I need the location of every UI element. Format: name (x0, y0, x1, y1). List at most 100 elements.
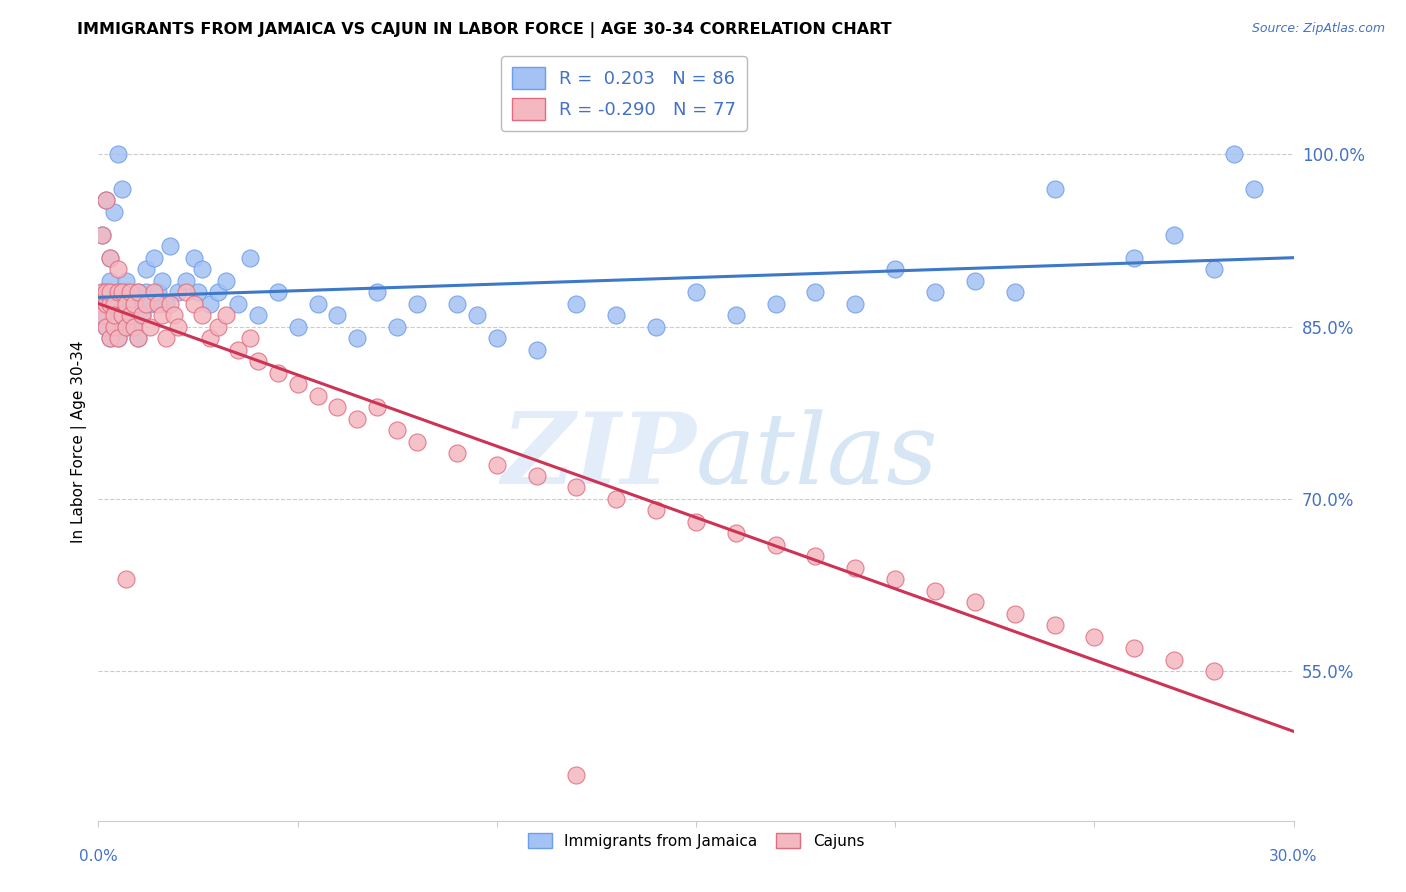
Point (98, 331, 122, 345)
Point (326, 400, 349, 414)
Point (96, 194, 118, 208)
Point (198, 296, 221, 310)
Point (1043, 182, 1066, 196)
Point (167, 285, 190, 300)
Point (804, 285, 827, 300)
Point (124, 296, 146, 310)
Point (111, 308, 134, 322)
Point (91, 308, 114, 322)
Point (98, 251, 122, 265)
Point (131, 308, 153, 322)
Point (91, 296, 114, 310)
Point (103, 308, 125, 322)
Point (120, 308, 142, 322)
Point (724, 308, 747, 322)
Point (103, 308, 125, 322)
Point (565, 296, 588, 310)
Point (1163, 227, 1185, 242)
Point (645, 503, 668, 517)
Point (96, 285, 118, 300)
Point (198, 331, 221, 345)
Point (406, 434, 429, 449)
Point (844, 296, 866, 310)
Point (107, 296, 129, 310)
Point (96, 285, 118, 300)
Point (120, 285, 142, 300)
Point (1202, 262, 1225, 277)
Point (115, 319, 138, 334)
Point (96, 296, 118, 310)
Point (98, 251, 122, 265)
Point (385, 319, 409, 334)
Point (963, 595, 986, 609)
Text: atlas: atlas (696, 409, 939, 504)
Point (1123, 641, 1146, 656)
Point (103, 296, 125, 310)
Point (446, 446, 468, 460)
Point (1004, 285, 1026, 300)
Point (1223, 147, 1246, 161)
Point (98, 296, 122, 310)
Point (131, 308, 153, 322)
Text: 0.0%: 0.0% (79, 849, 118, 864)
Point (226, 296, 249, 310)
Point (135, 285, 157, 300)
Point (174, 274, 197, 288)
Point (163, 308, 186, 322)
Point (124, 319, 146, 334)
Text: Source: ZipAtlas.com: Source: ZipAtlas.com (1251, 22, 1385, 36)
Point (385, 423, 409, 437)
Point (465, 308, 488, 322)
Point (135, 296, 157, 310)
Text: ZIP: ZIP (501, 409, 696, 505)
Point (111, 285, 134, 300)
Point (150, 274, 173, 288)
Point (96, 308, 118, 322)
Point (148, 296, 170, 310)
Point (91, 296, 114, 310)
Point (98, 274, 122, 288)
Point (884, 573, 907, 587)
Legend: Immigrants from Jamaica, Cajuns: Immigrants from Jamaica, Cajuns (522, 827, 870, 855)
Point (103, 296, 125, 310)
Point (1083, 630, 1105, 644)
Point (485, 458, 508, 472)
Point (91, 285, 114, 300)
Point (98, 285, 122, 300)
Point (91, 227, 114, 242)
Point (103, 319, 125, 334)
Point (135, 262, 157, 277)
Point (246, 354, 269, 368)
Point (565, 481, 588, 495)
Point (111, 296, 134, 310)
Point (963, 274, 986, 288)
Point (287, 377, 309, 392)
Point (366, 400, 388, 414)
Point (96, 319, 118, 334)
Point (605, 308, 627, 322)
Point (215, 308, 238, 322)
Point (207, 319, 229, 334)
Point (127, 331, 149, 345)
Point (239, 251, 262, 265)
Point (1043, 618, 1066, 632)
Point (765, 296, 787, 310)
Point (91, 227, 114, 242)
Point (366, 285, 388, 300)
Point (107, 331, 129, 345)
Text: IMMIGRANTS FROM JAMAICA VS CAJUN IN LABOR FORCE | AGE 30-34 CORRELATION CHART: IMMIGRANTS FROM JAMAICA VS CAJUN IN LABO… (77, 22, 891, 38)
Point (246, 308, 269, 322)
Point (287, 319, 309, 334)
Point (111, 182, 134, 196)
Point (107, 262, 129, 277)
Point (183, 251, 205, 265)
Y-axis label: In Labor Force | Age 30-34: In Labor Force | Age 30-34 (72, 340, 87, 543)
Point (605, 491, 627, 506)
Point (765, 538, 787, 552)
Point (844, 561, 866, 575)
Point (127, 331, 149, 345)
Point (191, 262, 214, 277)
Point (1004, 607, 1026, 621)
Point (98, 331, 122, 345)
Point (183, 296, 205, 310)
